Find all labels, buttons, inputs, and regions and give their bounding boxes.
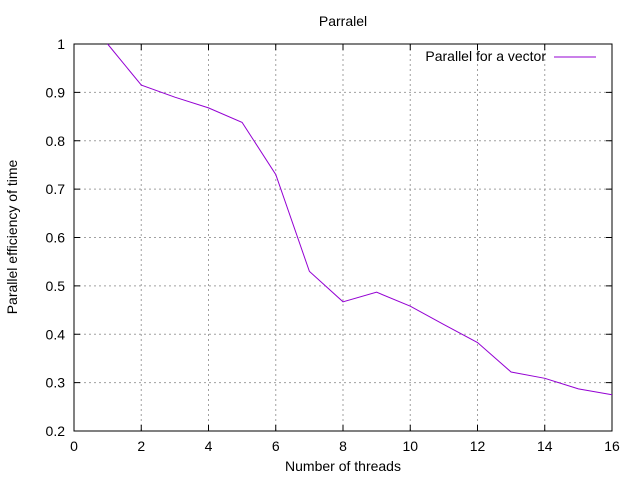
axis-ticks [73, 43, 613, 432]
y-tick-label: 0.2 [46, 423, 66, 439]
legend-label: Parallel for a vector [425, 48, 546, 64]
y-tick-label: 0.6 [46, 230, 66, 246]
y-tick-label: 0.4 [46, 326, 66, 342]
x-tick-labels: 0 2 4 6 8 10 12 14 16 [70, 438, 620, 454]
x-tick-label: 16 [604, 438, 620, 454]
y-tick-label: 0.9 [46, 84, 66, 100]
y-tick-label: 0.3 [46, 375, 66, 391]
legend: Parallel for a vector [425, 48, 596, 64]
x-tick-label: 14 [537, 438, 553, 454]
x-tick-label: 4 [205, 438, 213, 454]
x-tick-label: 12 [470, 438, 486, 454]
x-tick-label: 6 [272, 438, 280, 454]
y-axis-title: Parallel efficiency of time [4, 159, 20, 314]
x-tick-label: 8 [339, 438, 347, 454]
x-axis-title: Number of threads [285, 458, 401, 474]
series-line [107, 43, 613, 396]
series-lines [107, 43, 613, 396]
x-tick-label: 2 [137, 438, 145, 454]
y-tick-label: 1 [57, 36, 65, 52]
y-tick-labels: 0.2 0.3 0.4 0.5 0.6 0.7 0.8 0.9 1 [46, 36, 66, 439]
chart-title: Parralel [319, 13, 367, 29]
y-tick-label: 0.7 [46, 181, 66, 197]
grid-lines [74, 44, 612, 431]
x-tick-label: 10 [402, 438, 418, 454]
x-tick-label: 0 [70, 438, 78, 454]
y-tick-label: 0.8 [46, 133, 66, 149]
y-tick-label: 0.5 [46, 278, 66, 294]
